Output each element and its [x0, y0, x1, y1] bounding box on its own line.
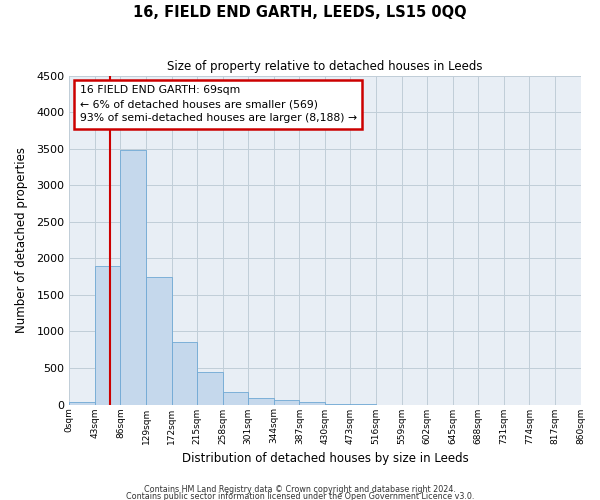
Text: Contains public sector information licensed under the Open Government Licence v3: Contains public sector information licen… [126, 492, 474, 500]
X-axis label: Distribution of detached houses by size in Leeds: Distribution of detached houses by size … [182, 452, 468, 465]
Bar [70, 402, 95, 404]
Bar [223, 392, 248, 404]
Bar [172, 342, 197, 404]
Y-axis label: Number of detached properties: Number of detached properties [15, 147, 28, 333]
Text: 16, FIELD END GARTH, LEEDS, LS15 0QQ: 16, FIELD END GARTH, LEEDS, LS15 0QQ [133, 5, 467, 20]
Bar [299, 402, 325, 404]
Text: 16 FIELD END GARTH: 69sqm
← 6% of detached houses are smaller (569)
93% of semi-: 16 FIELD END GARTH: 69sqm ← 6% of detach… [80, 86, 356, 124]
Bar [95, 266, 121, 404]
Bar [146, 276, 172, 404]
Bar [274, 400, 299, 404]
Bar [121, 150, 146, 405]
Title: Size of property relative to detached houses in Leeds: Size of property relative to detached ho… [167, 60, 482, 73]
Bar [197, 372, 223, 404]
Bar [248, 398, 274, 404]
Text: Contains HM Land Registry data © Crown copyright and database right 2024.: Contains HM Land Registry data © Crown c… [144, 486, 456, 494]
